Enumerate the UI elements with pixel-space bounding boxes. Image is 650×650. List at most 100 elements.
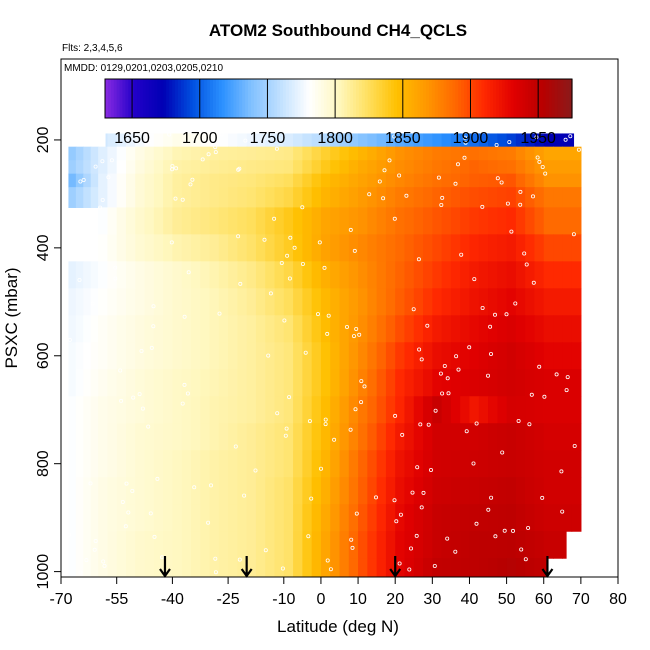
heatmap-cell bbox=[413, 558, 424, 577]
heatmap-cell bbox=[497, 133, 508, 148]
colorbar-segment bbox=[411, 79, 415, 118]
heatmap-cell bbox=[358, 450, 368, 478]
heatmap-cell bbox=[293, 450, 303, 478]
heatmap-cell bbox=[265, 207, 276, 235]
heatmap-cell bbox=[83, 146, 92, 161]
heatmap-cell bbox=[543, 146, 554, 161]
heatmap-cell bbox=[441, 133, 452, 148]
heatmap-cell bbox=[469, 369, 480, 397]
heatmap-cell bbox=[395, 261, 406, 289]
heatmap-cell bbox=[144, 146, 155, 161]
heatmap-cell bbox=[543, 477, 554, 505]
sample-point bbox=[526, 526, 531, 531]
heatmap-cell bbox=[385, 342, 396, 370]
heatmap-cell bbox=[506, 133, 517, 148]
heatmap-cell bbox=[181, 261, 192, 289]
colorbar-segment bbox=[417, 79, 421, 118]
heatmap-cell bbox=[423, 234, 433, 262]
heatmap-cell bbox=[265, 450, 276, 478]
heatmap-cell bbox=[367, 504, 378, 532]
heatmap-cell bbox=[413, 234, 424, 262]
heatmap-cell bbox=[488, 146, 498, 161]
colorbar-segment bbox=[499, 79, 503, 118]
heatmap-cell bbox=[525, 315, 536, 343]
heatmap-cell bbox=[330, 173, 341, 188]
heatmap-cell bbox=[237, 315, 248, 343]
heatmap-cell bbox=[98, 504, 109, 532]
heatmap-cell bbox=[68, 160, 77, 175]
colorbar-segment bbox=[157, 79, 162, 118]
heatmap-cell bbox=[90, 450, 99, 478]
heatmap-cell bbox=[90, 146, 99, 161]
heatmap-cell bbox=[571, 187, 582, 208]
heatmap-cell bbox=[172, 369, 183, 397]
heatmap-cell bbox=[404, 261, 415, 289]
heatmap-cell bbox=[265, 477, 276, 505]
y-tick-label: 200 bbox=[35, 126, 52, 153]
heatmap-cell bbox=[181, 531, 192, 559]
colorbar-segment bbox=[239, 79, 243, 118]
heatmap-cell bbox=[83, 187, 92, 208]
sample-point bbox=[421, 490, 426, 495]
sample-point bbox=[560, 509, 565, 514]
x-tick-label: 80 bbox=[609, 591, 627, 608]
heatmap-cell bbox=[404, 423, 415, 451]
sample-point bbox=[77, 277, 82, 282]
sample-point bbox=[326, 313, 331, 318]
heatmap-cell bbox=[75, 342, 84, 370]
heatmap-cell bbox=[367, 342, 378, 370]
colorbar-segment bbox=[274, 79, 278, 118]
sample-point bbox=[284, 426, 289, 431]
x-tick-label: -70 bbox=[49, 591, 72, 608]
heatmap-cell bbox=[116, 450, 127, 478]
heatmap-cell bbox=[506, 207, 517, 235]
colorbar-segment bbox=[361, 79, 366, 118]
heatmap-cell bbox=[274, 504, 285, 532]
heatmap-cell bbox=[395, 234, 406, 262]
heatmap-cell bbox=[515, 146, 526, 161]
heatmap-cell bbox=[395, 133, 406, 148]
heatmap-cell bbox=[358, 423, 368, 451]
sample-point bbox=[492, 312, 497, 317]
colorbar-segment bbox=[151, 79, 156, 118]
heatmap-cell bbox=[181, 558, 192, 577]
heatmap-cell bbox=[311, 261, 322, 289]
colorbar-segment bbox=[391, 79, 395, 118]
heatmap-cell bbox=[181, 396, 192, 424]
heatmap-cell bbox=[413, 342, 424, 370]
heatmap-cell bbox=[506, 423, 517, 451]
sample-point bbox=[516, 418, 521, 423]
heatmap-cell bbox=[488, 315, 498, 343]
heatmap-cell bbox=[107, 187, 118, 208]
heatmap-cell bbox=[404, 477, 415, 505]
sample-point bbox=[387, 158, 392, 163]
heatmap-cell bbox=[413, 396, 424, 424]
heatmap-cell bbox=[348, 207, 359, 235]
heatmap-cell bbox=[320, 369, 331, 397]
heatmap-cell bbox=[469, 173, 480, 188]
heatmap-cell bbox=[246, 146, 257, 161]
heatmap-cell bbox=[172, 315, 183, 343]
sample-point bbox=[357, 332, 362, 337]
heatmap-cell bbox=[68, 315, 77, 343]
heatmap-cell bbox=[553, 207, 563, 235]
heatmap-cell bbox=[200, 477, 211, 505]
heatmap-cell bbox=[385, 261, 396, 289]
heatmap-cell bbox=[98, 207, 109, 235]
sample-point bbox=[445, 376, 450, 381]
heatmap-cell bbox=[90, 187, 99, 208]
heatmap-cell bbox=[525, 342, 536, 370]
heatmap-cell bbox=[163, 288, 173, 316]
heatmap-cell bbox=[330, 288, 341, 316]
sample-point bbox=[392, 498, 397, 503]
heatmap-cell bbox=[515, 261, 526, 289]
colorbar-segment bbox=[131, 79, 135, 118]
heatmap-cell bbox=[330, 531, 341, 559]
heatmap-cell bbox=[450, 531, 461, 559]
heatmap-cell bbox=[571, 342, 582, 370]
heatmap-cell bbox=[237, 342, 248, 370]
heatmap-cell bbox=[534, 504, 545, 532]
colorbar-segment bbox=[557, 79, 561, 118]
sample-point bbox=[155, 476, 160, 481]
heatmap-cell bbox=[339, 558, 350, 577]
